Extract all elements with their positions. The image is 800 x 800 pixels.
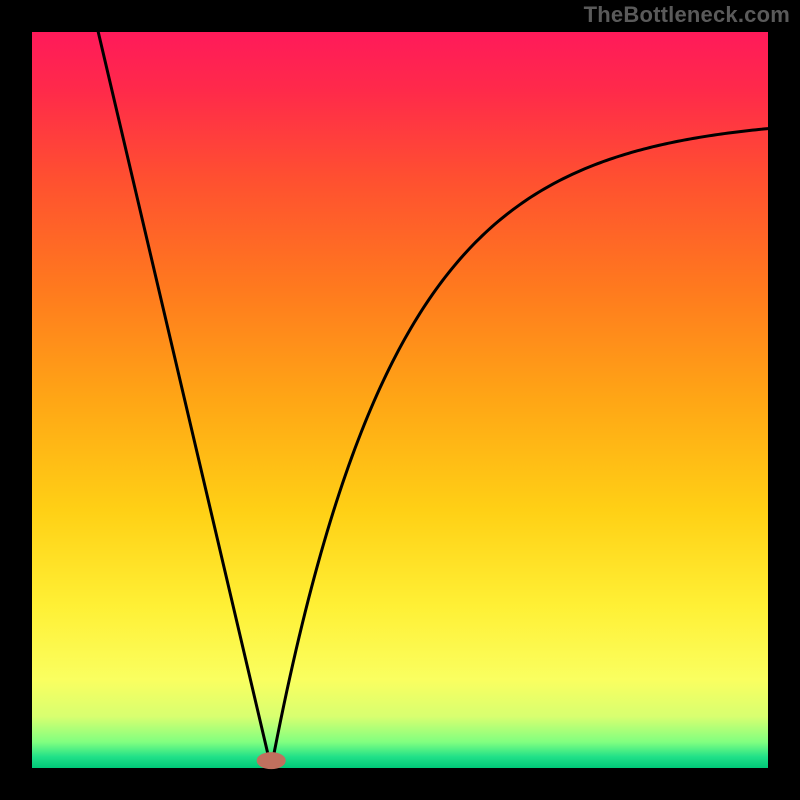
bottleneck-marker — [257, 753, 285, 769]
bottleneck-chart — [0, 0, 800, 800]
gradient-background — [32, 32, 768, 768]
watermark-text: TheBottleneck.com — [584, 2, 790, 28]
